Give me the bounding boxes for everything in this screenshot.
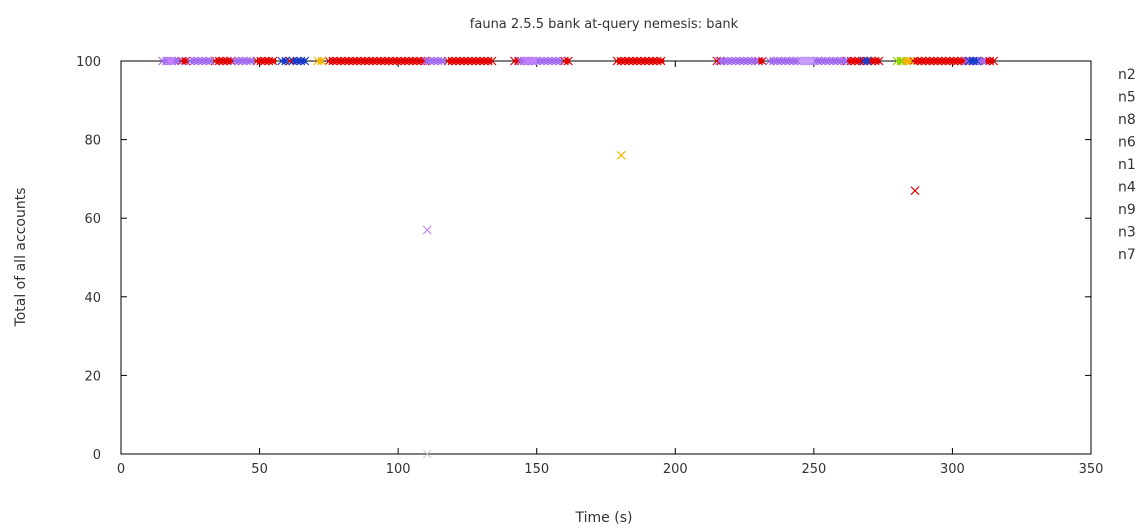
series-n2-cluster-0 <box>177 56 191 66</box>
series-n5-cluster-1 <box>185 56 215 66</box>
series-n5-cluster-5 <box>715 56 761 66</box>
series-n1-cluster-0 <box>892 56 906 66</box>
series-n2-cluster-1 <box>210 56 236 66</box>
y-axis-label: Total of all accounts <box>13 188 29 328</box>
series-n1 <box>892 56 906 66</box>
series-n6 <box>313 56 915 160</box>
x-axis-label: Time (s) <box>575 510 633 526</box>
y-tick-label: 80 <box>84 134 101 149</box>
y-tick-label: 100 <box>76 55 101 70</box>
series-n8-cluster-3 <box>964 56 982 66</box>
series-n9 <box>795 56 817 66</box>
x-tick-label: 50 <box>251 462 268 477</box>
x-tick-label: 100 <box>386 462 411 477</box>
series-n2-point-0 <box>910 186 920 196</box>
legend-entry-n6: n6 <box>1118 135 1136 151</box>
series-n2-cluster-12 <box>909 56 971 66</box>
y-tick-label: 0 <box>93 448 101 463</box>
series-n8-cluster-2 <box>859 56 873 66</box>
y-tick-label: 40 <box>84 291 101 306</box>
legend-entry-n8: n8 <box>1118 112 1136 128</box>
x-tick-label: 350 <box>1079 462 1104 477</box>
series-n2-cluster-8 <box>612 56 666 66</box>
legend-entry-n3: n3 <box>1118 225 1136 241</box>
series-n3 <box>422 449 432 459</box>
plot-frame <box>120 60 1092 455</box>
series-n6-cluster-0 <box>313 56 327 66</box>
x-tick-label: 300 <box>940 462 965 477</box>
x-tick-label: 150 <box>524 462 549 477</box>
series-n5-cluster-2 <box>230 56 256 66</box>
series-n4-point-0 <box>422 225 432 235</box>
series-n4-cluster-0 <box>163 56 177 66</box>
legend-entry-n9: n9 <box>1118 202 1136 218</box>
legend-entry-n2: n2 <box>1118 67 1136 83</box>
series-n8-cluster-1 <box>288 56 310 66</box>
x-tick-label: 200 <box>663 462 688 477</box>
x-tick-label: 250 <box>801 462 826 477</box>
series-n2-cluster-4 <box>324 56 430 66</box>
legend-entry-n7: n7 <box>1118 247 1136 263</box>
series-n2 <box>177 56 999 196</box>
legend-entry-n4: n4 <box>1118 180 1136 196</box>
chart-title: fauna 2.5.5 bank at-query nemesis: bank <box>470 17 739 32</box>
axis-ticks: 0 50 100 150 200 250 300 350 0 20 40 60 80 100 <box>76 55 1103 477</box>
series-n8 <box>277 56 982 66</box>
series-n2-cluster-7 <box>560 56 573 66</box>
y-tick-label: 20 <box>84 369 101 384</box>
legend-entry-n1: n1 <box>1118 157 1136 173</box>
series-n5 <box>158 56 987 66</box>
series-n4 <box>163 56 539 235</box>
series-n2-cluster-2 <box>252 56 278 66</box>
series-n4-cluster-1 <box>521 56 539 66</box>
legend-entry-n5: n5 <box>1118 90 1136 106</box>
y-tick-label: 60 <box>84 212 101 227</box>
series-n8-cluster-0 <box>277 56 291 66</box>
legend: n2 n5 n8 n6 n1 n4 n9 n3 n7 <box>1118 67 1136 263</box>
series-n5-cluster-3 <box>421 56 447 66</box>
series-n9-cluster-0 <box>795 56 817 66</box>
series-n6-point-0 <box>616 150 626 160</box>
series-n3-point-0 <box>422 449 432 459</box>
series-n2-cluster-5 <box>443 56 497 66</box>
data-marks <box>158 56 999 459</box>
x-tick-label: 0 <box>117 462 125 477</box>
